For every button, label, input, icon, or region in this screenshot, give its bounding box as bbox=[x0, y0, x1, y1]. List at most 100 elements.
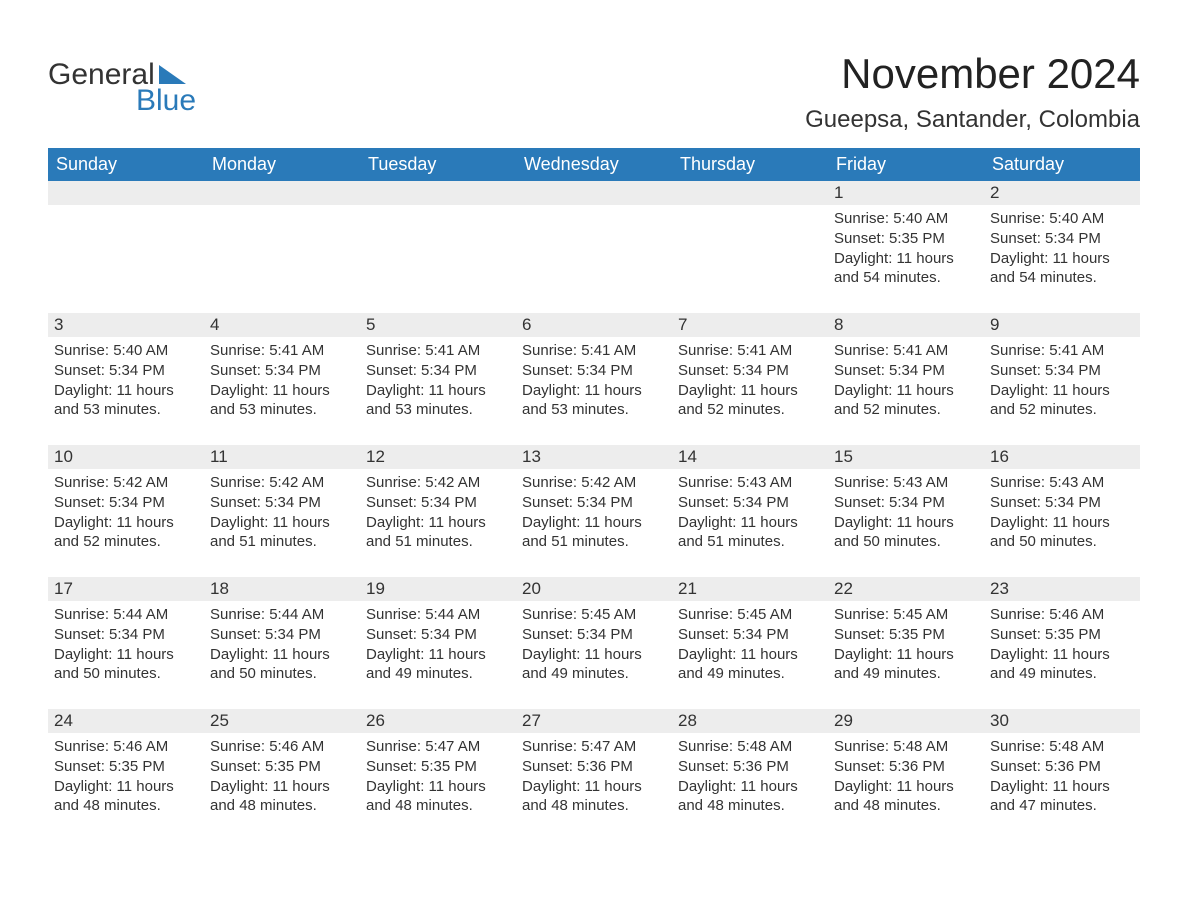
day-details: Sunrise: 5:48 AMSunset: 5:36 PMDaylight:… bbox=[984, 733, 1140, 841]
day-data-cell: Sunrise: 5:43 AMSunset: 5:34 PMDaylight:… bbox=[828, 469, 984, 577]
sunrise-line: Sunrise: 5:42 AM bbox=[366, 473, 510, 493]
day-data-cell bbox=[672, 205, 828, 313]
sunset-line: Sunset: 5:34 PM bbox=[834, 361, 978, 381]
week-data-row: Sunrise: 5:40 AMSunset: 5:34 PMDaylight:… bbox=[48, 337, 1140, 445]
day-details: Sunrise: 5:47 AMSunset: 5:35 PMDaylight:… bbox=[360, 733, 516, 841]
day-number: 17 bbox=[48, 577, 204, 601]
sunset-line: Sunset: 5:34 PM bbox=[366, 361, 510, 381]
day-details: Sunrise: 5:42 AMSunset: 5:34 PMDaylight:… bbox=[204, 469, 360, 577]
day-number: 25 bbox=[204, 709, 360, 733]
day-number-cell: 4 bbox=[204, 313, 360, 337]
sunset-line: Sunset: 5:34 PM bbox=[990, 229, 1134, 249]
day-number-cell: 20 bbox=[516, 577, 672, 601]
day-data-cell: Sunrise: 5:41 AMSunset: 5:34 PMDaylight:… bbox=[204, 337, 360, 445]
sunset-line: Sunset: 5:35 PM bbox=[366, 757, 510, 777]
logo-word-blue: Blue bbox=[136, 84, 196, 118]
day-number-cell: 21 bbox=[672, 577, 828, 601]
weekday-header: Wednesday bbox=[516, 148, 672, 181]
daylight-line: Daylight: 11 hours and 50 minutes. bbox=[834, 513, 978, 553]
day-number-cell: 26 bbox=[360, 709, 516, 733]
day-details: Sunrise: 5:48 AMSunset: 5:36 PMDaylight:… bbox=[672, 733, 828, 841]
daylight-line: Daylight: 11 hours and 53 minutes. bbox=[522, 381, 666, 421]
week-daynum-row: 10111213141516 bbox=[48, 445, 1140, 469]
daylight-line: Daylight: 11 hours and 52 minutes. bbox=[54, 513, 198, 553]
day-data-cell: Sunrise: 5:43 AMSunset: 5:34 PMDaylight:… bbox=[984, 469, 1140, 577]
day-number-cell: 14 bbox=[672, 445, 828, 469]
day-number-cell: 13 bbox=[516, 445, 672, 469]
sunset-line: Sunset: 5:34 PM bbox=[366, 493, 510, 513]
day-details: Sunrise: 5:45 AMSunset: 5:35 PMDaylight:… bbox=[828, 601, 984, 709]
page-title: November 2024 bbox=[805, 50, 1140, 98]
day-details: Sunrise: 5:45 AMSunset: 5:34 PMDaylight:… bbox=[516, 601, 672, 709]
header: General Blue November 2024 Gueepsa, Sant… bbox=[48, 30, 1140, 134]
day-data-cell bbox=[204, 205, 360, 313]
sunrise-line: Sunrise: 5:41 AM bbox=[990, 341, 1134, 361]
day-number: 30 bbox=[984, 709, 1140, 733]
day-data-cell: Sunrise: 5:46 AMSunset: 5:35 PMDaylight:… bbox=[48, 733, 204, 841]
day-details: Sunrise: 5:44 AMSunset: 5:34 PMDaylight:… bbox=[204, 601, 360, 709]
day-data-cell: Sunrise: 5:44 AMSunset: 5:34 PMDaylight:… bbox=[204, 601, 360, 709]
daylight-line: Daylight: 11 hours and 54 minutes. bbox=[990, 249, 1134, 289]
day-number-cell bbox=[48, 181, 204, 205]
day-details: Sunrise: 5:48 AMSunset: 5:36 PMDaylight:… bbox=[828, 733, 984, 841]
day-number: 28 bbox=[672, 709, 828, 733]
day-data-cell: Sunrise: 5:46 AMSunset: 5:35 PMDaylight:… bbox=[984, 601, 1140, 709]
sunrise-line: Sunrise: 5:42 AM bbox=[210, 473, 354, 493]
day-number-cell: 17 bbox=[48, 577, 204, 601]
sunrise-line: Sunrise: 5:48 AM bbox=[678, 737, 822, 757]
day-details: Sunrise: 5:46 AMSunset: 5:35 PMDaylight:… bbox=[204, 733, 360, 841]
weekday-header-row: SundayMondayTuesdayWednesdayThursdayFrid… bbox=[48, 148, 1140, 181]
sunrise-line: Sunrise: 5:48 AM bbox=[834, 737, 978, 757]
daylight-line: Daylight: 11 hours and 53 minutes. bbox=[366, 381, 510, 421]
day-number-cell: 25 bbox=[204, 709, 360, 733]
sunset-line: Sunset: 5:34 PM bbox=[54, 493, 198, 513]
weekday-header: Friday bbox=[828, 148, 984, 181]
day-number-cell: 2 bbox=[984, 181, 1140, 205]
day-number-cell: 1 bbox=[828, 181, 984, 205]
empty-day bbox=[360, 205, 516, 313]
sunrise-line: Sunrise: 5:45 AM bbox=[678, 605, 822, 625]
weekday-header: Monday bbox=[204, 148, 360, 181]
sunset-line: Sunset: 5:36 PM bbox=[522, 757, 666, 777]
daylight-line: Daylight: 11 hours and 52 minutes. bbox=[990, 381, 1134, 421]
empty-day bbox=[516, 205, 672, 313]
day-data-cell: Sunrise: 5:47 AMSunset: 5:35 PMDaylight:… bbox=[360, 733, 516, 841]
day-data-cell: Sunrise: 5:41 AMSunset: 5:34 PMDaylight:… bbox=[360, 337, 516, 445]
sunrise-line: Sunrise: 5:42 AM bbox=[54, 473, 198, 493]
sunrise-line: Sunrise: 5:41 AM bbox=[522, 341, 666, 361]
sunrise-line: Sunrise: 5:45 AM bbox=[834, 605, 978, 625]
sunset-line: Sunset: 5:35 PM bbox=[834, 229, 978, 249]
weekday-header: Saturday bbox=[984, 148, 1140, 181]
daylight-line: Daylight: 11 hours and 52 minutes. bbox=[678, 381, 822, 421]
sunrise-line: Sunrise: 5:41 AM bbox=[366, 341, 510, 361]
sunrise-line: Sunrise: 5:46 AM bbox=[990, 605, 1134, 625]
daylight-line: Daylight: 11 hours and 48 minutes. bbox=[366, 777, 510, 817]
day-number: 23 bbox=[984, 577, 1140, 601]
sunrise-line: Sunrise: 5:47 AM bbox=[366, 737, 510, 757]
day-number: 6 bbox=[516, 313, 672, 337]
day-number: 14 bbox=[672, 445, 828, 469]
day-details: Sunrise: 5:46 AMSunset: 5:35 PMDaylight:… bbox=[48, 733, 204, 841]
day-number-cell: 10 bbox=[48, 445, 204, 469]
daylight-line: Daylight: 11 hours and 52 minutes. bbox=[834, 381, 978, 421]
day-number-cell: 30 bbox=[984, 709, 1140, 733]
sunrise-line: Sunrise: 5:43 AM bbox=[990, 473, 1134, 493]
day-data-cell: Sunrise: 5:42 AMSunset: 5:34 PMDaylight:… bbox=[360, 469, 516, 577]
calendar-table: SundayMondayTuesdayWednesdayThursdayFrid… bbox=[48, 148, 1140, 841]
daylight-line: Daylight: 11 hours and 51 minutes. bbox=[210, 513, 354, 553]
daylight-line: Daylight: 11 hours and 53 minutes. bbox=[54, 381, 198, 421]
sunrise-line: Sunrise: 5:40 AM bbox=[834, 209, 978, 229]
sunrise-line: Sunrise: 5:44 AM bbox=[210, 605, 354, 625]
day-details: Sunrise: 5:41 AMSunset: 5:34 PMDaylight:… bbox=[828, 337, 984, 445]
calendar-body: 12Sunrise: 5:40 AMSunset: 5:35 PMDayligh… bbox=[48, 181, 1140, 841]
day-number-cell bbox=[360, 181, 516, 205]
day-data-cell: Sunrise: 5:44 AMSunset: 5:34 PMDaylight:… bbox=[360, 601, 516, 709]
location-subtitle: Gueepsa, Santander, Colombia bbox=[805, 106, 1140, 134]
daylight-line: Daylight: 11 hours and 49 minutes. bbox=[678, 645, 822, 685]
sunset-line: Sunset: 5:34 PM bbox=[366, 625, 510, 645]
day-number-cell: 5 bbox=[360, 313, 516, 337]
day-details: Sunrise: 5:45 AMSunset: 5:34 PMDaylight:… bbox=[672, 601, 828, 709]
day-number-cell: 27 bbox=[516, 709, 672, 733]
daylight-line: Daylight: 11 hours and 50 minutes. bbox=[990, 513, 1134, 553]
day-data-cell: Sunrise: 5:46 AMSunset: 5:35 PMDaylight:… bbox=[204, 733, 360, 841]
